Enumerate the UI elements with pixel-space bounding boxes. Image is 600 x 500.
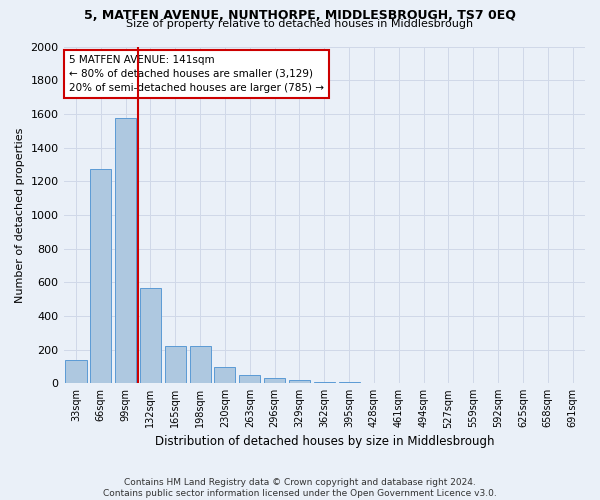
Bar (214, 367, 235, 383)
Bar (239, 375, 260, 383)
Y-axis label: Number of detached properties: Number of detached properties (15, 127, 25, 302)
Text: 5 MATFEN AVENUE: 141sqm
← 80% of detached houses are smaller (3,129)
20% of semi: 5 MATFEN AVENUE: 141sqm ← 80% of detache… (69, 55, 324, 93)
Bar (65, 360, 86, 383)
Bar (289, 380, 310, 383)
Text: Contains HM Land Registry data © Crown copyright and database right 2024.
Contai: Contains HM Land Registry data © Crown c… (103, 478, 497, 498)
Bar (115, 118, 136, 383)
Bar (264, 378, 285, 383)
Text: 5, MATFEN AVENUE, NUNTHORPE, MIDDLESBROUGH, TS7 0EQ: 5, MATFEN AVENUE, NUNTHORPE, MIDDLESBROU… (84, 9, 516, 22)
X-axis label: Distribution of detached houses by size in Middlesbrough: Distribution of detached houses by size … (155, 434, 494, 448)
Bar (338, 382, 359, 383)
Text: Size of property relative to detached houses in Middlesbrough: Size of property relative to detached ho… (127, 19, 473, 29)
Bar (190, 346, 211, 383)
Bar (314, 382, 335, 383)
Bar (90, 168, 112, 383)
Bar (165, 346, 186, 383)
Bar (140, 288, 161, 383)
